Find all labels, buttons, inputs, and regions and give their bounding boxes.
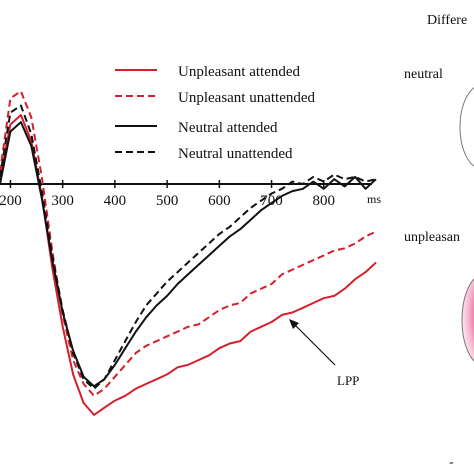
legend-label: Neutral unattended [178,146,293,162]
legend-item-unpleasant-attended: Unpleasant attended [115,64,301,80]
series-line-unpleasant-attended [0,114,377,416]
topo-map-unpleasant [461,278,474,362]
x-tick-label-400: 400 [104,193,127,209]
legend: Unpleasant attended Unpleasant unattende… [115,64,316,162]
legend-item-neutral-unattended: Neutral unattended [115,146,293,162]
topography-panel: Differe neutral unpleasan - [404,13,474,470]
lpp-label: LPP [337,373,359,388]
topo-label-neutral: neutral [404,67,443,82]
x-axis-label: ms [367,192,381,206]
lpp-arrow-head [289,319,299,329]
x-axis-ticks [9,180,325,188]
series-line-unpleasant-unattended [0,90,377,397]
x-tick-label-700: 700 [260,193,283,209]
lpp-annotation: LPP [289,319,359,388]
x-axis-tick-labels: 200 300 400 500 600 700 800 [0,193,335,209]
x-tick-label-200: 200 [0,193,22,209]
topo-header: Differe [427,13,467,28]
series-line-neutral-unattended [0,104,377,390]
topo-footer-mark: - [449,455,454,470]
legend-label: Unpleasant attended [178,64,301,80]
x-tick-label-600: 600 [208,193,231,209]
legend-item-neutral-attended: Neutral attended [115,120,278,136]
topo-map-neutral [459,87,474,167]
legend-label: Neutral attended [178,120,278,136]
x-tick-label-500: 500 [156,193,179,209]
x-tick-label-800: 800 [313,193,336,209]
series-group [0,90,377,416]
legend-label: Unpleasant unattended [178,90,316,106]
legend-item-unpleasant-unattended: Unpleasant unattended [115,90,316,106]
topo-label-unpleasant: unpleasan [404,230,460,245]
x-tick-label-300: 300 [51,193,74,209]
lpp-arrow-line [292,322,336,366]
